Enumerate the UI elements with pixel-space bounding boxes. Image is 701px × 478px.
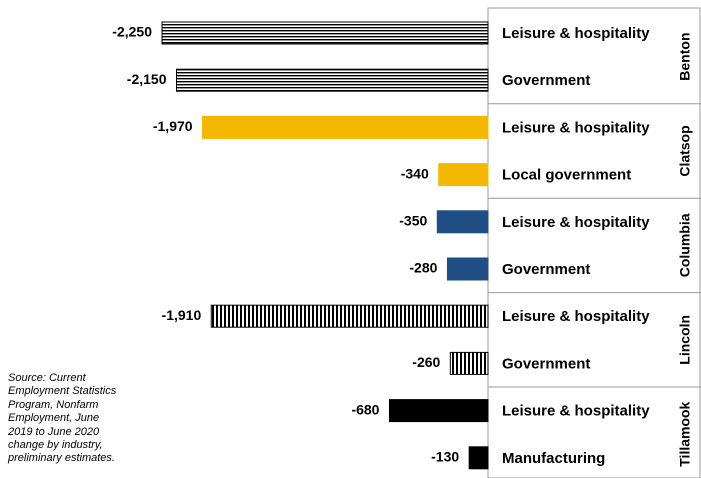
category-label: Leisure & hospitality	[502, 25, 650, 42]
source-line: preliminary estimates.	[8, 452, 115, 465]
category-label: Government	[502, 261, 590, 278]
category-label: Local government	[502, 167, 631, 184]
bar	[449, 351, 489, 375]
bar	[161, 21, 489, 45]
source-line: Employment, June	[8, 412, 100, 425]
group-label: Tillamook	[677, 401, 693, 466]
group-label: Clatsop	[677, 125, 693, 176]
value-label: -2,250	[112, 24, 152, 40]
bar	[388, 399, 489, 423]
value-label: -2,150	[127, 71, 167, 87]
source-line: Program, Nonfarm	[8, 398, 99, 411]
category-label: Government	[502, 355, 590, 372]
value-label: -350	[399, 213, 427, 229]
source-line: change by industry,	[8, 439, 103, 452]
value-label: -1,970	[153, 118, 193, 134]
source-line: Source: Current	[8, 372, 86, 384]
bar	[175, 68, 489, 92]
label-panel	[487, 7, 701, 478]
value-label: -680	[351, 401, 379, 417]
group-label: Columbia	[677, 213, 693, 277]
category-label: Leisure & hospitality	[502, 119, 650, 136]
bar	[202, 115, 489, 139]
category-label: Leisure & hospitality	[502, 308, 650, 325]
value-label: -260	[412, 354, 440, 370]
category-label: Government	[502, 72, 590, 89]
source-note: Source: Current Employment Statistics Prog…	[8, 372, 116, 466]
category-label: Leisure & hospitality	[502, 403, 650, 420]
category-label: Leisure & hospitality	[502, 214, 650, 231]
bar	[438, 163, 489, 187]
value-label: -280	[409, 260, 437, 276]
bar	[446, 257, 489, 281]
bar	[210, 304, 489, 328]
value-label: -340	[401, 165, 429, 181]
bar	[468, 446, 489, 470]
source-line: 2019 to June 2020	[8, 425, 100, 438]
group-label: Benton	[677, 32, 693, 80]
value-label: -130	[431, 449, 459, 465]
source-line: Employment Statistics	[8, 385, 117, 398]
category-label: Manufacturing	[502, 450, 605, 467]
group-label: Lincoln	[677, 315, 693, 365]
bar	[436, 210, 489, 234]
value-label: -1,910	[162, 307, 202, 323]
